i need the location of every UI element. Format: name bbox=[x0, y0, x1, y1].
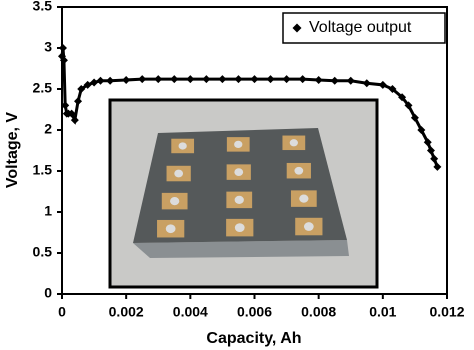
legend-marker bbox=[292, 23, 302, 33]
data-point bbox=[423, 138, 432, 147]
data-point bbox=[59, 56, 68, 65]
x-tick-label: 0.008 bbox=[301, 304, 336, 320]
legend-label: Voltage output bbox=[309, 19, 412, 36]
data-point bbox=[417, 126, 426, 134]
data-point bbox=[298, 75, 307, 84]
pad-hole bbox=[170, 197, 180, 206]
pad-hole bbox=[303, 222, 314, 231]
y-tick-label: 0 bbox=[44, 285, 52, 301]
y-tick-label: 2 bbox=[44, 121, 52, 137]
inset-photo bbox=[108, 98, 379, 289]
data-point bbox=[138, 75, 147, 84]
data-point bbox=[346, 76, 355, 85]
data-point bbox=[83, 80, 92, 89]
y-tick-label: 2.5 bbox=[33, 80, 53, 96]
x-tick-label: 0.004 bbox=[173, 304, 208, 320]
data-point bbox=[430, 154, 439, 163]
data-point bbox=[106, 76, 115, 85]
data-point bbox=[186, 75, 195, 84]
data-point bbox=[314, 75, 323, 84]
pad-hole bbox=[234, 168, 244, 176]
data-point bbox=[77, 85, 86, 93]
pad-hole bbox=[289, 139, 298, 147]
x-tick-label: 0.012 bbox=[429, 304, 464, 320]
series-line bbox=[60, 47, 439, 168]
data-point bbox=[202, 75, 211, 84]
y-tick-label: 0.5 bbox=[33, 244, 53, 260]
data-point bbox=[404, 101, 413, 110]
data-point bbox=[426, 146, 435, 155]
data-point bbox=[410, 113, 419, 122]
data-point bbox=[266, 75, 275, 84]
data-point bbox=[378, 80, 387, 89]
slab-side bbox=[133, 240, 349, 258]
data-point bbox=[398, 93, 407, 102]
data-point bbox=[170, 75, 179, 84]
pad-hole bbox=[299, 194, 309, 203]
x-tick-label: 0.002 bbox=[109, 304, 144, 320]
data-point bbox=[70, 116, 79, 125]
y-axis-title: Voltage, V bbox=[4, 112, 21, 188]
legend-box bbox=[282, 12, 446, 44]
data-point bbox=[61, 101, 70, 110]
data-point bbox=[433, 162, 442, 171]
data-point bbox=[218, 75, 227, 84]
pad-hole bbox=[174, 169, 184, 178]
x-axis-title: Capacity, Ah bbox=[206, 330, 301, 347]
x-tick-label: 0 bbox=[58, 304, 66, 320]
y-tick-label: 1.5 bbox=[33, 162, 53, 178]
pad-hole bbox=[234, 195, 244, 204]
data-point bbox=[250, 75, 259, 84]
pad-hole bbox=[165, 224, 176, 234]
data-point bbox=[74, 97, 83, 106]
data-point bbox=[388, 85, 397, 93]
y-tick-label: 3 bbox=[44, 39, 52, 55]
pads bbox=[157, 135, 323, 238]
data-point bbox=[67, 109, 76, 118]
pad-hole bbox=[234, 223, 245, 232]
data-point bbox=[90, 78, 99, 87]
data-point bbox=[362, 79, 371, 88]
data-point bbox=[96, 76, 105, 85]
data-point bbox=[154, 75, 163, 84]
x-tick-label: 0.006 bbox=[237, 304, 272, 320]
x-tick-label: 0.01 bbox=[369, 304, 396, 320]
data-point bbox=[234, 75, 243, 84]
data-point bbox=[122, 75, 131, 84]
pad-hole bbox=[294, 166, 304, 175]
pad-hole bbox=[178, 142, 187, 150]
slab-top bbox=[133, 128, 347, 243]
data-point bbox=[282, 75, 291, 84]
y-tick-label: 3.5 bbox=[33, 0, 53, 14]
pad-hole bbox=[234, 140, 243, 148]
data-point bbox=[58, 44, 67, 52]
data-point bbox=[330, 76, 339, 85]
y-tick-label: 1 bbox=[44, 203, 52, 219]
